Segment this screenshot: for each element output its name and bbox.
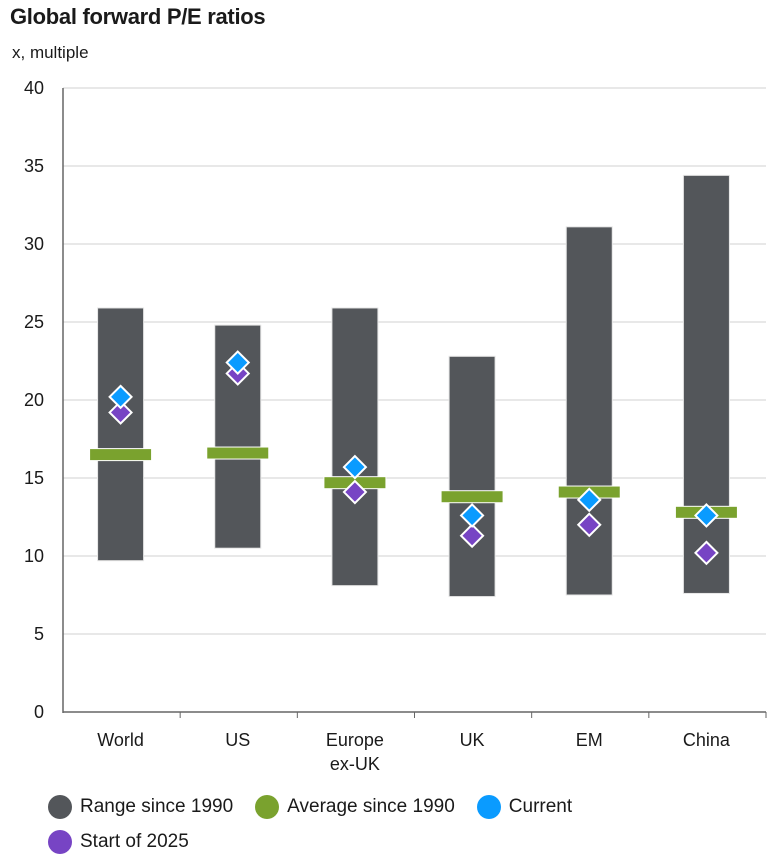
range-bar <box>682 174 730 594</box>
x-tick-label: Europe <box>326 730 384 750</box>
legend-label: Current <box>508 796 573 817</box>
legend: Range since 1990 Average since 1990 Curren… <box>48 790 748 860</box>
y-tick-label: 40 <box>24 78 44 98</box>
current-marker <box>342 454 368 480</box>
range-bar <box>448 355 496 598</box>
legend-swatch <box>48 830 72 854</box>
start-2025-marker <box>459 523 485 549</box>
legend-item: Range since 1990 <box>48 790 233 824</box>
current-marker <box>576 487 602 513</box>
y-tick-label: 5 <box>34 624 44 644</box>
current-marker <box>694 503 719 528</box>
current-marker <box>459 503 485 528</box>
legend-swatch <box>48 795 72 819</box>
y-tick-label: 20 <box>24 390 44 410</box>
x-tick-label: UK <box>460 730 485 750</box>
legend-label: Start of 2025 <box>80 831 189 852</box>
chart-plot: 0 5 10 15 20 25 30 35 40 World US Europe ex-UK UK EM Ch… <box>24 78 767 774</box>
chart-title: Global forward P/E ratios <box>10 4 266 29</box>
x-tick-label: US <box>225 730 250 750</box>
current-marker <box>108 384 133 410</box>
legend-swatch <box>255 795 280 819</box>
start-2025-marker <box>342 479 368 505</box>
x-tick-label: China <box>683 730 731 750</box>
range-bar <box>565 226 613 596</box>
start-2025-marker <box>108 400 133 425</box>
y-tick-label: 15 <box>24 468 44 488</box>
x-tick-label: World <box>97 730 144 750</box>
legend-label: Range since 1990 <box>80 796 234 817</box>
y-tick-label: 0 <box>34 702 44 722</box>
y-tick-label: 25 <box>24 312 44 332</box>
legend-item: Start of 2025 <box>48 825 189 859</box>
current-marker <box>225 350 251 375</box>
legend-item: Average since 1990 <box>255 790 455 824</box>
x-tick-label: EM <box>576 730 603 750</box>
average-marker <box>206 446 270 460</box>
chart-subtitle: x, multiple <box>12 43 89 62</box>
legend-label: Average since 1990 <box>287 796 455 817</box>
legend-swatch <box>476 795 501 819</box>
range-bar <box>331 307 379 587</box>
average-marker <box>440 490 504 504</box>
average-marker <box>89 448 153 462</box>
y-tick-label: 30 <box>24 234 44 254</box>
x-tick-label: ex-UK <box>330 754 380 774</box>
y-tick-label: 10 <box>24 546 44 566</box>
legend-item: Current <box>476 790 573 824</box>
start-2025-marker <box>694 540 719 566</box>
y-tick-label: 35 <box>24 156 44 176</box>
range-bar <box>97 307 145 562</box>
start-2025-marker <box>576 512 602 538</box>
